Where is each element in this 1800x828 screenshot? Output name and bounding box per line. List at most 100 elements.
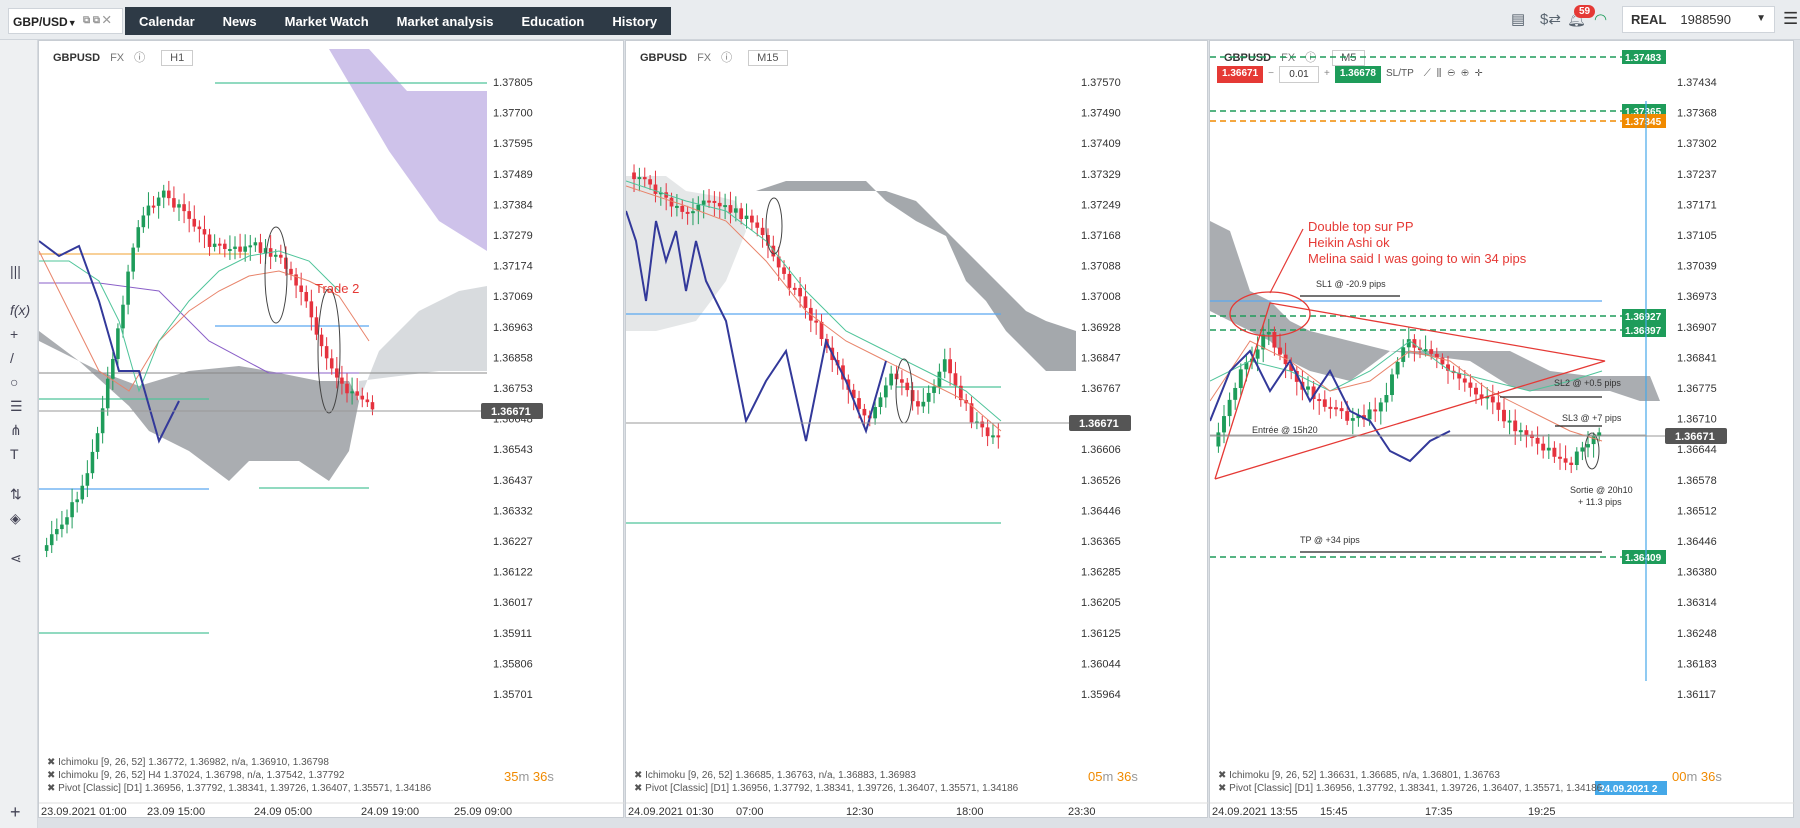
candle-body xyxy=(648,179,652,185)
candle-body xyxy=(1244,362,1249,370)
bars-icon[interactable]: ||| xyxy=(10,263,21,279)
text-tool-icon[interactable]: T xyxy=(10,446,19,462)
candle-body xyxy=(1289,364,1294,371)
chart-canvas[interactable]: Trade 2 1.37805 1.37700 1.37595 1.37489 1.373… xyxy=(39,41,625,819)
candle-body xyxy=(658,192,663,195)
candle-body xyxy=(1580,447,1585,452)
account-selector[interactable]: REAL 1988590 ▼ xyxy=(1622,6,1775,33)
buy-button[interactable]: 1.36678 xyxy=(1334,66,1381,83)
increase-lot-button[interactable]: + xyxy=(1324,68,1330,79)
symbol-selector[interactable]: GBP/USD▼ ⧉ ⧉ ✕ xyxy=(8,8,123,34)
candle-body xyxy=(192,218,197,227)
time-tick-label: 19:25 xyxy=(1528,806,1556,818)
current-price-tag xyxy=(481,403,543,419)
candle-body xyxy=(803,296,808,308)
add-icon[interactable]: + xyxy=(10,802,21,822)
order-level-tag xyxy=(1622,323,1666,337)
info-icon[interactable]: ⓘ xyxy=(1305,52,1317,64)
price-tick-label: 1.36973 xyxy=(1677,291,1717,303)
sell-button[interactable]: 1.36671 xyxy=(1217,66,1264,83)
candle-body xyxy=(1462,378,1467,383)
candle-body xyxy=(49,534,54,546)
tab-education[interactable]: Education xyxy=(521,14,585,29)
chart-tools-icons[interactable]: ⟋⫼⊖⊕✛ xyxy=(1423,68,1489,79)
price-tick-label: 1.37171 xyxy=(1677,199,1717,211)
candle-body xyxy=(1434,353,1439,358)
candle-body xyxy=(707,200,711,203)
sltp-button[interactable]: SL/TP xyxy=(1386,68,1414,79)
price-tick-label: 1.37329 xyxy=(1081,169,1121,181)
timeframe-selector[interactable]: M5 xyxy=(1332,50,1366,66)
candle-body xyxy=(182,204,186,212)
layers-icon[interactable]: ◈ xyxy=(10,510,21,526)
decrease-lot-button[interactable]: − xyxy=(1268,68,1274,79)
tab-calendar[interactable]: Calendar xyxy=(139,14,195,29)
candle-body xyxy=(1328,406,1333,409)
candle-body xyxy=(65,517,69,525)
info-icon[interactable]: ⓘ xyxy=(721,52,733,64)
info-icon[interactable]: ⓘ xyxy=(134,52,146,64)
ichimoku-cloud xyxy=(626,176,746,331)
chart-symbol: GBPUSD xyxy=(53,52,101,64)
indicator-legend: ✖ Pivot [Classic] [D1] 1.36956, 1.37792,… xyxy=(634,783,1019,794)
window-controls-icon[interactable]: ⧉ ⧉ ✕ xyxy=(83,15,111,26)
price-tick-label: 1.36928 xyxy=(1081,322,1121,334)
chart-canvas[interactable]: 1.37570 1.37490 1.37409 1.37329 1.37249 1.371… xyxy=(626,41,1209,819)
price-tick-label: 1.36227 xyxy=(493,536,533,548)
line-tool-icon[interactable]: / xyxy=(10,350,14,366)
circle-tool-icon[interactable]: ○ xyxy=(10,374,19,390)
candle-body xyxy=(151,205,156,208)
candle-body xyxy=(798,287,802,297)
candle-body xyxy=(131,247,135,272)
chart-panel-m15[interactable]: GBPUSD FX ⓘ M15 1.37570 1.37490 1.37409 1.3732… xyxy=(625,40,1209,819)
function-icon[interactable]: f(x) xyxy=(10,302,31,318)
candle-body xyxy=(1317,399,1322,402)
lot-size-input[interactable]: 0.01 xyxy=(1279,66,1319,83)
timeframe-selector[interactable]: H1 xyxy=(161,50,194,66)
pitchfork-icon[interactable]: ⋔ xyxy=(10,422,22,438)
candle-body xyxy=(755,222,760,228)
chart-symbol: GBPUSD xyxy=(640,52,688,64)
price-tick-label: 1.37039 xyxy=(1677,261,1717,273)
time-tick-label: 23:30 xyxy=(1068,806,1096,818)
candle-body xyxy=(766,235,770,246)
tab-history[interactable]: History xyxy=(612,14,658,29)
tab-news[interactable]: News xyxy=(222,14,257,29)
settings-sliders-icon[interactable]: ⇅ xyxy=(10,486,22,502)
current-price-label: 1.36671 xyxy=(1675,431,1715,443)
timeframe-selector[interactable]: M15 xyxy=(748,50,788,66)
layout-icon[interactable]: ▤ xyxy=(1511,11,1526,28)
fib-tool-icon[interactable]: ☰ xyxy=(10,398,23,414)
price-tick-label: 1.35964 xyxy=(1081,689,1121,701)
candle-body xyxy=(1446,364,1450,371)
currency-icon[interactable]: $⇄ xyxy=(1540,11,1561,28)
ichimoku-line xyxy=(39,282,359,374)
candle-body xyxy=(728,205,733,213)
time-tick-label: 07:00 xyxy=(736,806,764,818)
hamburger-menu-icon[interactable]: ☰ xyxy=(1783,9,1799,28)
crosshair-icon[interactable]: + xyxy=(10,326,19,342)
notification-badge: 59 xyxy=(1574,5,1596,18)
candle-body xyxy=(1339,408,1344,412)
price-tick-label: 1.36710 xyxy=(1677,414,1717,426)
annotation-text: Melina said I was going to win 34 pips xyxy=(1308,251,1527,266)
tab-market-watch[interactable]: Market Watch xyxy=(284,14,369,29)
price-tick-label: 1.37384 xyxy=(493,199,533,211)
tab-market-analysis[interactable]: Market analysis xyxy=(396,14,494,29)
share-icon[interactable]: ⋖ xyxy=(10,550,22,566)
candle-body xyxy=(691,211,695,214)
price-tick-label: 1.36526 xyxy=(1081,475,1121,487)
indicator-legend: ✖ Ichimoku [9, 26, 52] 1.36685, 1.36763,… xyxy=(634,770,916,781)
chart-header: GBPUSD FX ⓘ H1 xyxy=(53,49,194,66)
candle-body xyxy=(1373,409,1378,412)
chart-panel-h1[interactable]: GBPUSD FX ⓘ H1 Trade 2 1.37805 1.37700 1.37595… xyxy=(38,40,625,819)
candle-body xyxy=(95,433,100,452)
order-level-label: 1.37365 xyxy=(1625,107,1662,118)
ichimoku-cloud-h4 xyxy=(329,49,487,251)
chart-panel-m5[interactable]: GBPUSD FX ⓘ M5 1.37483 1.37365 1.37345 1.36927… xyxy=(1209,40,1795,819)
time-tick-label: 15:45 xyxy=(1320,806,1348,818)
candle-body xyxy=(1356,415,1361,419)
candle-body xyxy=(100,408,105,434)
kijun-line xyxy=(1210,340,1603,442)
